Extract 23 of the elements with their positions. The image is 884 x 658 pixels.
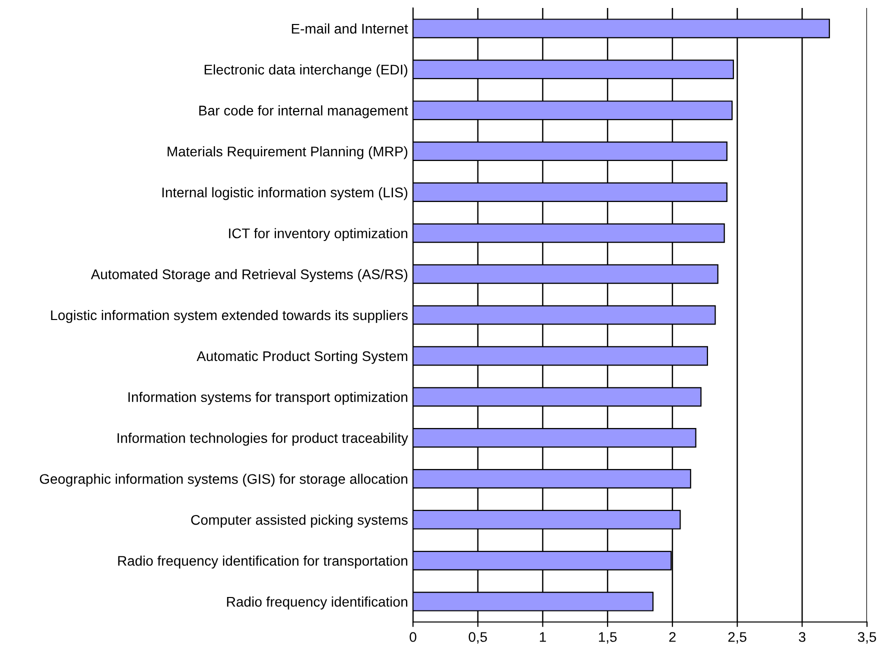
x-tick-label: 3,5 <box>858 632 876 644</box>
y-tick-label: Bar code for internal management <box>199 105 408 118</box>
y-tick-label: ICT for inventory optimization <box>229 228 408 242</box>
y-tick-label: Materials Requirement Planning (MRP) <box>168 146 408 160</box>
y-tick-label: Logistic information system extended towards its suppliers <box>51 310 408 323</box>
y-tick-label: Radio frequency identification for transportation <box>118 556 408 569</box>
y-tick-label: Automated Storage and Retrieval Systems (AS/RS) <box>90 269 408 282</box>
x-tick-label: 2 <box>669 632 676 642</box>
x-tick-label: 3 <box>798 632 806 642</box>
x-tick-label: 2,5 <box>728 632 746 644</box>
x-tick-label: 1 <box>540 632 546 642</box>
x-tick-label: 0 <box>410 632 416 642</box>
y-tick-label: Information technologies for product traceability <box>118 432 408 446</box>
y-tick-label: Radio frequency identification <box>227 596 408 610</box>
y-tick-label: Geographic information systems (GIS) for storage allocation <box>40 474 408 487</box>
y-tick-label: Computer assisted picking systems <box>191 514 408 528</box>
y-tick-label: E-mail and Internet <box>292 23 408 34</box>
y-tick-label: Information systems for transport optimization <box>128 392 408 405</box>
x-tick-label: 0,5 <box>468 632 487 644</box>
y-tick-label: Automatic Product Sorting System <box>196 350 408 364</box>
y-tick-label: Internal logistic information system (LIS) <box>162 187 408 200</box>
y-tick-label: Electronic data interchange (EDI) <box>204 64 408 78</box>
x-tick-label: 1,5 <box>598 632 617 644</box>
